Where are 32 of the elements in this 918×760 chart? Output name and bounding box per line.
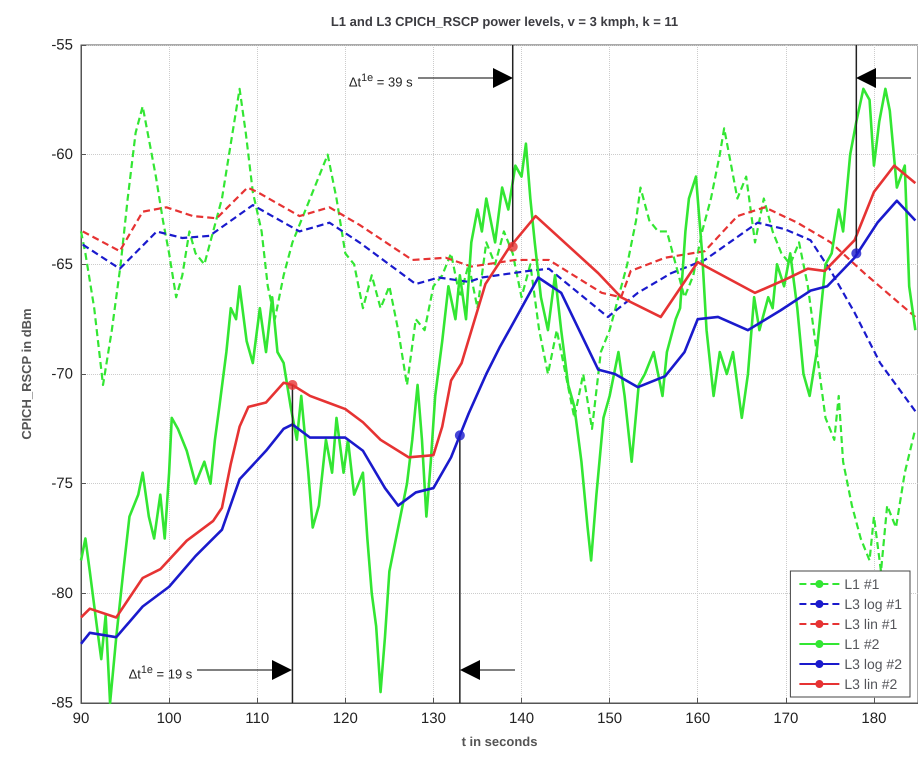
x-tick-label: 130 (420, 710, 446, 727)
y-tick-label: -80 (51, 584, 73, 602)
x-tick-label: 180 (861, 710, 886, 727)
legend-label: L3 lin #2 (844, 676, 898, 692)
x-tick-label: 110 (245, 710, 270, 727)
x-tick-label: 170 (773, 710, 798, 727)
legend-label: L3 log #2 (844, 656, 902, 672)
x-tick-label: 90 (72, 710, 90, 727)
legend-label: L3 log #1 (844, 596, 902, 612)
point (454, 430, 465, 440)
point (508, 242, 518, 252)
point (851, 248, 862, 258)
x-tick-label: 120 (332, 710, 358, 727)
y-tick-label: -85 (51, 694, 73, 712)
annotation: Δt$^{1e}$ = 19 s (128, 663, 192, 684)
annotation: Δt$^{1e}$ = 39 s (348, 71, 413, 92)
x-tick-label: 150 (597, 710, 622, 727)
legend-label: L1 #1 (844, 576, 880, 592)
y-tick-label: -55 (51, 36, 73, 54)
x-tick-label: 160 (685, 710, 710, 727)
x-axis-title: t in seconds (462, 734, 538, 749)
y-tick-label: -70 (51, 366, 73, 382)
x-tick-label: 100 (156, 710, 182, 727)
chart-title: L1 and L3 CPICH_RSCP power levels, v = 3 kmph, k = 11 (330, 14, 678, 29)
y-tick-label: -75 (51, 475, 73, 492)
x-tick-label: 140 (509, 710, 534, 727)
legend-label: L1 #2 (844, 636, 880, 652)
legend-label: L3 lin #1 (844, 616, 898, 632)
y-tick-label: -65 (51, 256, 73, 273)
y-tick-label: -60 (51, 146, 73, 164)
point (287, 380, 298, 390)
y-axis-title: CPICH_RSCP in dBm (19, 308, 34, 440)
